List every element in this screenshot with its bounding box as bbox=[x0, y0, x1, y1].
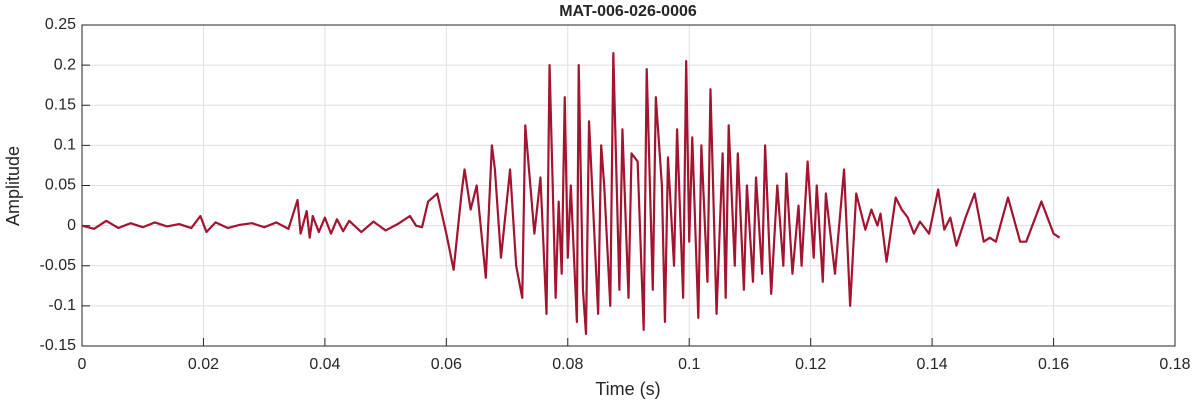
x-tick-label: 0.04 bbox=[309, 356, 340, 373]
x-tick-label: 0 bbox=[78, 356, 87, 373]
y-tick-label: 0.15 bbox=[45, 96, 76, 113]
y-tick-label: 0.1 bbox=[54, 137, 76, 154]
axes-box bbox=[81, 24, 1176, 347]
y-tick-label: 0 bbox=[67, 217, 76, 234]
x-tick-label: 0.06 bbox=[431, 356, 462, 373]
x-tick-label: 0.12 bbox=[795, 356, 826, 373]
y-tick-label: 0.05 bbox=[45, 177, 76, 194]
x-tick-label: 0.1 bbox=[678, 356, 700, 373]
x-tick-label: 0.08 bbox=[552, 356, 583, 373]
y-tick-label: 0.2 bbox=[54, 56, 76, 73]
y-tick-label: -0.1 bbox=[48, 297, 76, 314]
y-axis-label: Amplitude bbox=[3, 146, 23, 226]
x-tick-label: 0.16 bbox=[1038, 356, 1069, 373]
x-axis-label: Time (s) bbox=[595, 379, 660, 399]
x-tick-label: 0.02 bbox=[188, 356, 219, 373]
y-tick-label: -0.05 bbox=[40, 257, 77, 274]
data-line bbox=[81, 51, 1061, 336]
x-tick-label: 0.18 bbox=[1159, 356, 1190, 373]
x-tick-label: 0.14 bbox=[917, 356, 948, 373]
y-tick-label: 0.25 bbox=[45, 16, 76, 33]
y-tick-label: -0.15 bbox=[40, 337, 77, 354]
chart-title: MAT-006-026-0006 bbox=[559, 3, 697, 20]
